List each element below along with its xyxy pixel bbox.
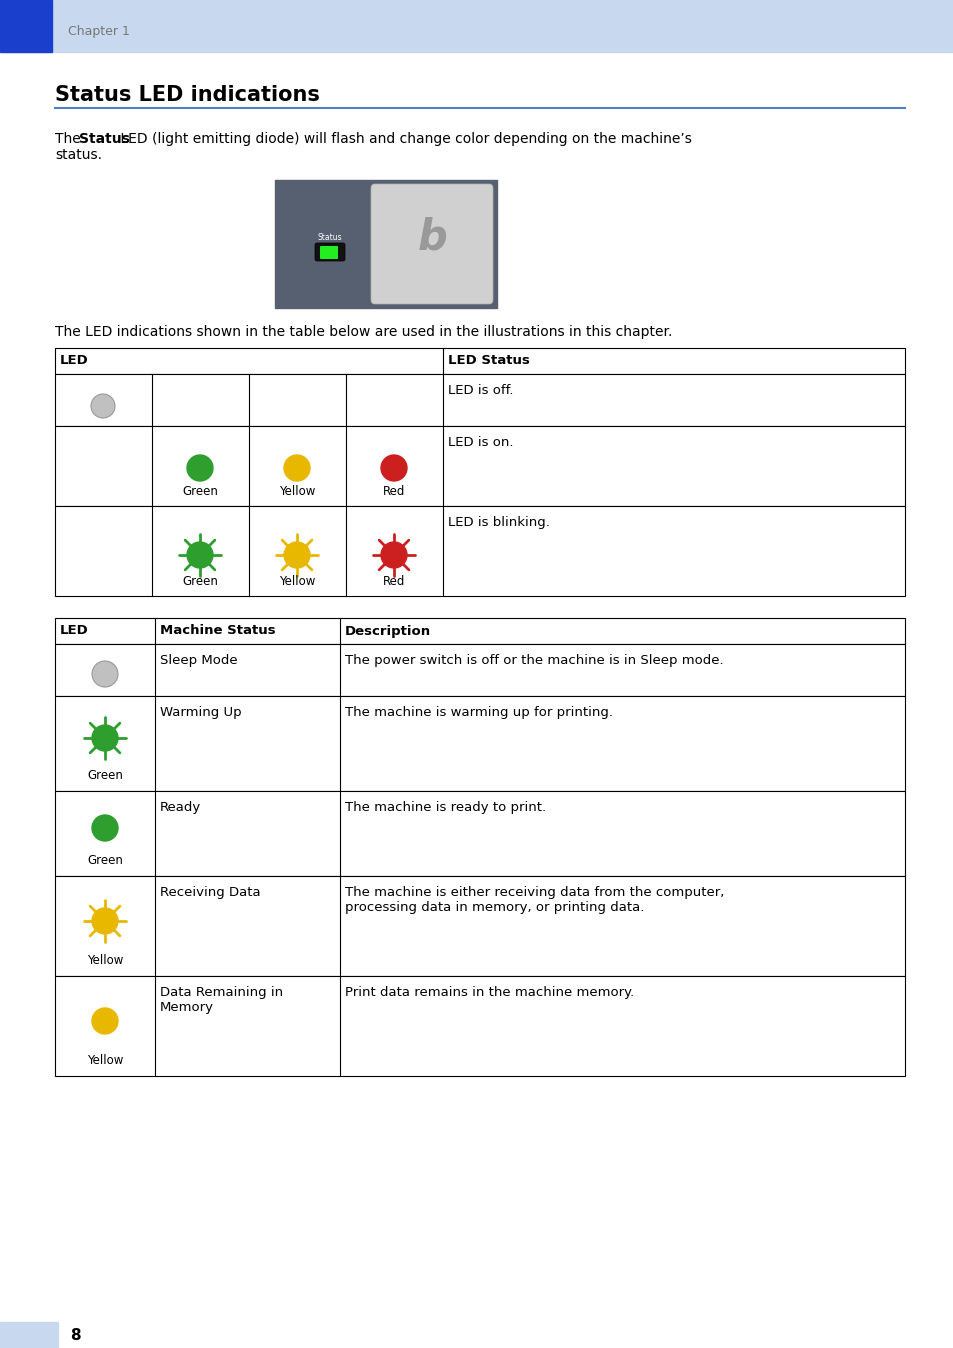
Text: Green: Green (182, 576, 217, 588)
Bar (55, 348, 904, 373)
Text: The: The (55, 132, 85, 146)
Circle shape (91, 661, 118, 687)
Text: The machine is ready to print.: The machine is ready to print. (345, 801, 545, 814)
Text: Red: Red (382, 576, 405, 588)
Bar (55, 373, 904, 426)
Text: LED: LED (60, 624, 89, 638)
Bar (55, 506, 904, 596)
Text: Machine Status: Machine Status (160, 624, 275, 638)
Circle shape (284, 456, 310, 481)
Text: Receiving Data: Receiving Data (160, 886, 260, 899)
Text: Data Remaining in
Memory: Data Remaining in Memory (160, 985, 283, 1014)
FancyBboxPatch shape (371, 183, 493, 305)
Bar (55, 617, 904, 644)
Text: Description: Description (345, 624, 431, 638)
Bar (55, 644, 904, 696)
Text: Print data remains in the machine memory.: Print data remains in the machine memory… (345, 985, 634, 999)
Text: b: b (417, 217, 447, 259)
FancyBboxPatch shape (319, 245, 337, 259)
Text: Ready: Ready (160, 801, 201, 814)
Bar (0, 1322, 58, 1348)
Circle shape (187, 456, 213, 481)
Circle shape (187, 542, 213, 568)
Text: LED is blinking.: LED is blinking. (448, 516, 549, 528)
Text: The LED indications shown in the table below are used in the illustrations in th: The LED indications shown in the table b… (55, 325, 672, 338)
Text: Red: Red (382, 485, 405, 497)
Bar (0, 0, 953, 53)
Bar (55, 696, 904, 791)
Circle shape (380, 456, 407, 481)
Text: Yellow: Yellow (87, 954, 123, 967)
Circle shape (91, 725, 118, 751)
Text: Status: Status (317, 233, 342, 243)
Text: The machine is either receiving data from the computer,
processing data in memor: The machine is either receiving data fro… (345, 886, 723, 914)
Circle shape (380, 542, 407, 568)
Text: Green: Green (87, 855, 123, 867)
FancyBboxPatch shape (314, 243, 345, 262)
Bar (274, 181, 497, 307)
Circle shape (91, 909, 118, 934)
Bar (0, 0, 52, 53)
Text: Yellow: Yellow (87, 1054, 123, 1068)
Text: Green: Green (182, 485, 217, 497)
Text: Status LED indications: Status LED indications (55, 85, 319, 105)
Text: LED: LED (60, 355, 89, 368)
Text: Warming Up: Warming Up (160, 706, 241, 718)
Text: LED (light emitting diode) will flash and change color depending on the machine’: LED (light emitting diode) will flash an… (116, 132, 691, 146)
Text: Green: Green (87, 768, 123, 782)
Circle shape (91, 394, 115, 418)
Text: status.: status. (55, 148, 102, 162)
Text: The power switch is off or the machine is in Sleep mode.: The power switch is off or the machine i… (345, 654, 723, 667)
Circle shape (284, 542, 310, 568)
Text: LED Status: LED Status (448, 355, 529, 368)
Text: Sleep Mode: Sleep Mode (160, 654, 237, 667)
Text: The machine is warming up for printing.: The machine is warming up for printing. (345, 706, 613, 718)
Text: Yellow: Yellow (278, 576, 314, 588)
Text: 8: 8 (70, 1328, 81, 1343)
Text: Chapter 1: Chapter 1 (68, 26, 130, 39)
Bar (55, 426, 904, 506)
Text: Yellow: Yellow (278, 485, 314, 497)
Text: LED is on.: LED is on. (448, 435, 513, 449)
Circle shape (91, 1008, 118, 1034)
Text: LED is off.: LED is off. (448, 384, 513, 398)
Bar (55, 976, 904, 1076)
Bar (55, 876, 904, 976)
Text: Status: Status (79, 132, 130, 146)
Bar (55, 791, 904, 876)
Circle shape (91, 816, 118, 841)
